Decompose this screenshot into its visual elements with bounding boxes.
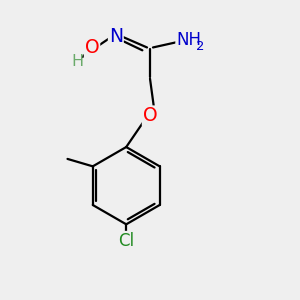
Text: N: N xyxy=(109,27,123,46)
Text: O: O xyxy=(85,38,99,57)
Text: H: H xyxy=(71,54,83,69)
Text: NH: NH xyxy=(176,31,201,49)
Text: Cl: Cl xyxy=(118,232,134,250)
Text: 2: 2 xyxy=(196,40,205,53)
Text: O: O xyxy=(143,106,157,125)
